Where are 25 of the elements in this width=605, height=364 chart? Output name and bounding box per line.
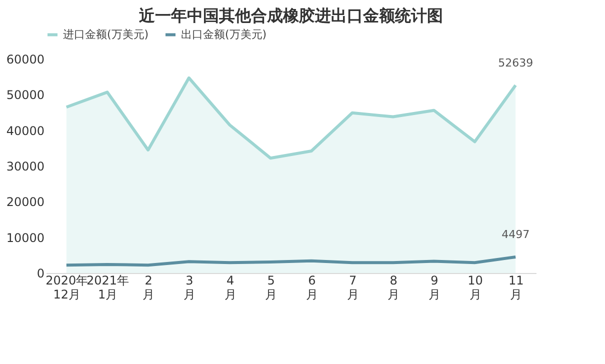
x-tick-label: 2021年 1月: [86, 274, 130, 302]
data-label: 4497: [502, 228, 530, 241]
x-tick-label: 2020年 12月: [46, 274, 88, 302]
chart-title: 近一年中国其他合成橡胶进出口金额统计图: [138, 6, 443, 25]
x-tick-label: 9 月: [428, 274, 440, 302]
x-tick-label: 5 月: [265, 274, 278, 302]
y-tick-label: 0: [36, 266, 44, 280]
legend-label: 出口金额(万美元): [181, 28, 267, 41]
x-tick-label: 11 月: [508, 274, 524, 302]
y-tick-label: 60000: [6, 52, 44, 66]
legend-label: 进口金额(万美元): [63, 28, 149, 41]
y-tick-label: 50000: [6, 88, 44, 102]
y-tick-label: 20000: [6, 195, 44, 210]
line-series: [64, 255, 518, 267]
data-label: 52639: [498, 56, 534, 70]
x-tick-label: 3 月: [183, 274, 196, 302]
y-tick-label: 40000: [6, 124, 44, 138]
x-tick-label: 8 月: [388, 274, 400, 302]
x-tick-label: 10 月: [468, 274, 483, 302]
x-tick-label: 6 月: [306, 274, 318, 302]
x-tick-label: 2 月: [142, 274, 155, 302]
y-tick-label: 30000: [6, 160, 44, 174]
x-tick-label: 4 月: [224, 274, 236, 302]
x-tick-label: 7 月: [346, 274, 359, 302]
y-tick-label: 10000: [6, 230, 44, 245]
